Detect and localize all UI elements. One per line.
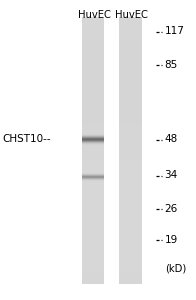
Text: 48: 48 [165,134,178,145]
Text: 26: 26 [165,203,178,214]
Text: 19: 19 [165,235,178,245]
Text: 85: 85 [165,59,178,70]
Text: 117: 117 [165,26,184,37]
Text: 34: 34 [165,170,178,181]
Text: CHST10--: CHST10-- [2,134,51,145]
Text: HuvEC: HuvEC [78,11,111,20]
Text: HuvEC: HuvEC [115,11,148,20]
Text: (kD): (kD) [165,263,186,274]
